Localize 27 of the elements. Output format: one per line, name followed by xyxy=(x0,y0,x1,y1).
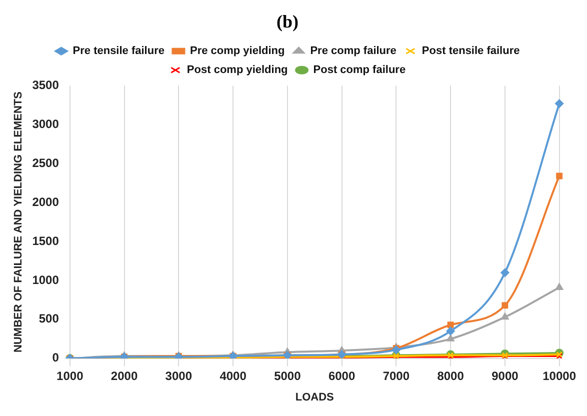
legend-label: Post tensile failure xyxy=(422,45,520,58)
legend-label: Pre comp failure xyxy=(310,45,396,58)
y-tick-label: 1500 xyxy=(32,234,60,248)
y-tick-label: 3000 xyxy=(32,116,60,131)
x-tick-label: 3000 xyxy=(165,368,192,383)
x-tick-label: 9000 xyxy=(492,368,519,383)
x-tick-label: 7000 xyxy=(382,368,410,383)
legend-label: Pre comp yielding xyxy=(190,45,285,58)
chart-title: (b) xyxy=(276,11,299,32)
legend-label: Post comp yielding xyxy=(186,64,288,76)
y-tick-label: 500 xyxy=(38,312,60,326)
x-tick-label: 5000 xyxy=(274,368,302,383)
x-tick-label: 1000 xyxy=(56,368,84,383)
x-tick-label: 4000 xyxy=(220,368,247,383)
y-tick-label: 0 xyxy=(52,350,60,365)
y-tick-label: 2500 xyxy=(32,156,60,170)
x-tick-label: 10000 xyxy=(542,368,576,383)
y-axis-title: NUMBER OF FAILURE AND YIELDING ELEMENTS xyxy=(12,92,25,352)
legend-label: Pre tensile failure xyxy=(72,45,164,58)
x-tick-label: 8000 xyxy=(437,368,464,383)
y-tick-label: 1000 xyxy=(32,272,60,287)
y-tick-label: 2000 xyxy=(32,194,60,209)
legend-label: Post comp failure xyxy=(313,64,406,76)
x-tick-label: 2000 xyxy=(110,368,138,383)
x-axis-title: LOADS xyxy=(295,391,334,404)
y-tick-label: 3500 xyxy=(32,78,60,92)
x-tick-label: 6000 xyxy=(328,368,356,383)
